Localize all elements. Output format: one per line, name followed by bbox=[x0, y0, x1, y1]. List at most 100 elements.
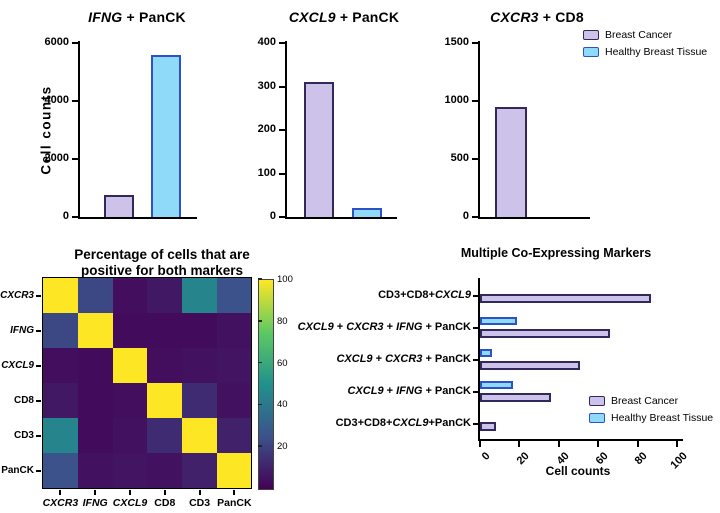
heatmap-cell bbox=[147, 453, 183, 489]
label-segment: + bbox=[333, 321, 347, 333]
heatmap-cell bbox=[112, 418, 148, 454]
x-axis bbox=[285, 217, 397, 219]
colorbar-tick bbox=[258, 320, 262, 322]
heatmap-cell bbox=[217, 383, 253, 419]
label-segment: CXCL9 bbox=[297, 321, 334, 333]
heatmap-row-label: CXCR3 bbox=[0, 289, 34, 301]
legend-item-healthy-breast-tissue: Healthy Breast Tissue bbox=[583, 46, 707, 58]
heatmap-row-tick bbox=[36, 399, 41, 402]
heatmap-cell bbox=[147, 278, 183, 314]
heatmap-cell bbox=[147, 418, 183, 454]
heatmap-row-label: CXCL9 bbox=[1, 359, 34, 371]
heatmap-cell bbox=[147, 313, 183, 349]
heatmap-cell bbox=[43, 453, 79, 489]
x-tick-mark bbox=[518, 441, 521, 447]
label-segment: CXCL9 bbox=[392, 417, 429, 429]
bar-breast-cancer bbox=[495, 106, 527, 217]
y-tick-label: 200 bbox=[257, 123, 276, 135]
bar-breast-cancer bbox=[480, 422, 496, 431]
heatmap-cell bbox=[182, 278, 218, 314]
y-tick-label: 0 bbox=[269, 210, 276, 222]
heatmap-row-tick bbox=[36, 364, 41, 367]
x-axis-label-cell-counts: Cell counts bbox=[545, 464, 611, 478]
y-tick-label: 300 bbox=[257, 79, 276, 92]
heatmap-row-tick bbox=[36, 294, 41, 297]
colorbar-tick-label: 60 bbox=[277, 357, 288, 369]
heatmap-cell bbox=[43, 278, 79, 314]
heatmap-cell bbox=[77, 278, 114, 314]
colorbar-tick-label: 80 bbox=[277, 315, 288, 327]
x-tick-label: 60 bbox=[593, 450, 611, 468]
heatmap-col-tick bbox=[59, 490, 62, 495]
bar-breast-cancer bbox=[480, 393, 551, 402]
heatmap-cell bbox=[77, 453, 114, 489]
y-tick-mark bbox=[72, 42, 78, 44]
breast-cancer-swatch-icon bbox=[589, 396, 605, 406]
heatmap-row-label: CD8 bbox=[13, 394, 34, 406]
y-axis bbox=[78, 41, 80, 219]
heatmap-cell bbox=[112, 453, 148, 489]
bar-healthy-breast-tissue bbox=[480, 381, 514, 389]
heatmap-cell bbox=[217, 418, 253, 454]
y-tick-label: 0 bbox=[462, 210, 469, 222]
heatmap-col-label: CD3 bbox=[189, 497, 211, 509]
x-tick-mark bbox=[557, 441, 560, 447]
legend-label: Breast Cancer bbox=[611, 395, 679, 407]
heatmap-cell bbox=[77, 418, 114, 454]
category-tick bbox=[473, 391, 478, 393]
bar-healthy-breast-tissue bbox=[480, 349, 492, 357]
heatmap-cell bbox=[112, 313, 148, 349]
heatmap-col-tick bbox=[233, 490, 236, 495]
y-tick-mark bbox=[72, 158, 78, 160]
label-segment: + PanCK bbox=[422, 385, 471, 397]
y-tick-label: 6000 bbox=[44, 36, 69, 48]
heatmap-cell bbox=[217, 453, 253, 489]
heatmap-cell bbox=[77, 313, 114, 349]
y-tick-label: 1000 bbox=[444, 94, 469, 106]
heatmap-cell bbox=[217, 348, 253, 384]
heatmap-cell bbox=[43, 313, 79, 349]
breast-cancer-swatch-icon bbox=[583, 30, 599, 40]
heatmap-cell bbox=[43, 348, 79, 384]
heatmap-row-label: IFNG bbox=[10, 324, 34, 336]
y-tick-label: 1500 bbox=[444, 36, 469, 48]
x-tick-mark bbox=[636, 441, 639, 447]
heatmap-cell bbox=[182, 313, 218, 349]
heatmap-cell bbox=[182, 418, 218, 454]
label-segment: + bbox=[383, 385, 397, 397]
label-segment: CXCL9 bbox=[336, 353, 373, 365]
hbar-category-label: CXCL9 + CXCR3 + IFNG + PanCK bbox=[298, 321, 471, 333]
y-tick-label: 0 bbox=[62, 210, 69, 222]
y-tick-mark bbox=[279, 129, 285, 131]
chart-title-cxcl9-panck: CXCL9 + PanCK bbox=[289, 9, 399, 25]
y-tick-mark bbox=[472, 216, 478, 218]
heatmap-cell bbox=[112, 348, 148, 384]
legend-item-healthy-breast-tissue: Healthy Breast Tissue bbox=[589, 412, 713, 424]
colorbar-tick bbox=[258, 361, 262, 364]
label-segment: CXCR3 bbox=[346, 321, 384, 333]
y-tick-label: 2000 bbox=[44, 152, 69, 164]
y-axis bbox=[478, 41, 480, 219]
heatmap-title-line2: positive for both markers bbox=[80, 263, 244, 278]
colorbar-tick bbox=[258, 278, 262, 280]
category-tick bbox=[473, 423, 478, 425]
healthy-tissue-swatch-icon bbox=[589, 413, 605, 423]
heatmap-cell bbox=[77, 348, 114, 384]
colorbar-tick-label: 20 bbox=[277, 441, 288, 453]
y-tick-mark bbox=[279, 172, 285, 175]
x-tick-mark bbox=[479, 441, 481, 447]
heatmap-col-tick bbox=[163, 490, 166, 495]
legend-label: Healthy Breast Tissue bbox=[605, 46, 708, 58]
heatmap-title-line1: Percentage of cells that are bbox=[74, 247, 250, 262]
legend-label: Breast Cancer bbox=[605, 29, 673, 41]
heatmap-row-label: PanCK bbox=[1, 464, 34, 476]
y-tick-label: 400 bbox=[257, 36, 276, 48]
healthy-tissue-swatch-icon bbox=[583, 47, 599, 57]
heatmap-col-label: CD8 bbox=[154, 497, 176, 509]
bar-healthy-breast-tissue bbox=[151, 54, 181, 217]
heatmap-cell bbox=[182, 453, 218, 489]
y-tick-label: 4000 bbox=[44, 94, 69, 106]
x-tick-mark bbox=[676, 441, 678, 447]
heatmap-col-label: PanCK bbox=[217, 497, 252, 509]
label-segment: IFNG bbox=[396, 321, 423, 333]
